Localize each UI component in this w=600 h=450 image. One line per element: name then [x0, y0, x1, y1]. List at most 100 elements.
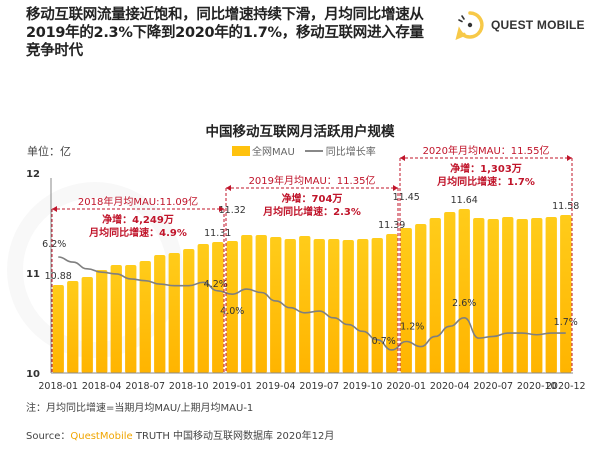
legend-bar-label: 全网MAU — [252, 147, 295, 158]
bar-2018-10 — [183, 249, 195, 373]
period-growth-rate-label: 月均同比增速：2.3% — [262, 205, 361, 218]
x-tick-label: 2020-04 — [430, 381, 470, 392]
x-tick-label: 2020-12 — [546, 381, 586, 392]
bar-value-label: 11.58 — [552, 201, 579, 212]
quest-mobile-logo: QUEST MOBILE — [455, 10, 585, 40]
bar-value-label: 10.88 — [45, 271, 72, 282]
bar-2019-06 — [299, 236, 311, 373]
growth-rate-label: 6.2% — [42, 239, 66, 250]
x-tick-label: 2019-10 — [343, 381, 383, 392]
legend-line-label: 同比增长率 — [325, 147, 376, 158]
x-tick-label: 2020-01 — [386, 381, 426, 392]
bar-2020-12 — [560, 215, 572, 373]
bar-2019-10 — [357, 239, 369, 373]
bar-2019-01 — [226, 241, 238, 373]
x-tick-label: 2020-10 — [517, 381, 557, 392]
bar-2020-05 — [458, 209, 470, 373]
bar-2018-04 — [96, 270, 108, 373]
bar-2020-11 — [545, 217, 557, 373]
period-net-growth-label: 净增：4,249万 — [102, 213, 174, 226]
arrow-left-icon — [52, 206, 57, 212]
growth-rate-label: 1.7% — [554, 317, 578, 328]
bar-2018-03 — [81, 277, 93, 373]
bar-2019-09 — [342, 240, 354, 373]
bar-2020-03 — [429, 218, 441, 373]
bar-2019-07 — [313, 239, 325, 373]
bar-2018-07 — [139, 261, 151, 373]
arrow-left-icon — [226, 185, 231, 191]
bar-2019-12 — [386, 234, 398, 373]
x-tick-label: 2019-04 — [256, 381, 296, 392]
period-average-label: 2020年月均MAU：11.55亿 — [423, 144, 550, 157]
x-tick-label: 2018-04 — [82, 381, 122, 392]
growth-rate-label: 2.6% — [452, 298, 476, 309]
bar-2018-08 — [154, 255, 166, 373]
y-tick-label: 11 — [26, 269, 40, 280]
bar-2018-05 — [110, 265, 122, 373]
bar-2019-04 — [270, 237, 282, 373]
y-tick-label: 10 — [26, 369, 40, 380]
watermark — [7, 182, 183, 358]
growth-rate-label: 1.2% — [400, 322, 424, 333]
bar-2020-09 — [516, 219, 528, 373]
y-tick-label: 12 — [26, 169, 40, 180]
x-tick-label: 2019-07 — [299, 381, 339, 392]
period-net-growth-label: 净增：1,303万 — [450, 162, 522, 175]
bar-2019-03 — [255, 235, 267, 373]
source-line: Source：QuestMobile TRUTH 中国移动互联网数据库 2020… — [26, 427, 334, 442]
arrow-right-icon — [219, 206, 224, 212]
bar-2020-07 — [487, 219, 499, 373]
bar-value-label: 11.31 — [204, 228, 231, 239]
x-tick-label: 2019-01 — [212, 381, 252, 392]
bar-value-label: 11.45 — [393, 192, 420, 203]
bar-2020-08 — [502, 217, 514, 373]
bar-2020-06 — [473, 218, 485, 373]
period-net-growth-label: 净增：704万 — [282, 192, 343, 205]
bar-value-label: 11.39 — [378, 220, 405, 231]
legend: 全网MAU 同比增长率 — [232, 143, 376, 158]
headline: 移动互联网流量接近饱和，同比增速持续下滑，月均同比增速从2019年的2.3%下降… — [26, 7, 424, 59]
x-tick-label: 2018-01 — [38, 381, 78, 392]
bar-2018-12 — [212, 242, 224, 373]
unit-label: 单位：亿 — [27, 145, 71, 158]
bar-value-label: 11.32 — [219, 205, 246, 216]
source-prefix: Source： — [26, 431, 71, 442]
bar-2020-02 — [415, 224, 427, 373]
period-average-label: 2019年月均MAU：11.35亿 — [249, 174, 376, 187]
period-growth-rate-label: 月均同比增速：4.9% — [88, 226, 187, 239]
chart-title: 中国移动互联网月活跃用户规模 — [205, 124, 395, 140]
arrow-left-icon — [400, 155, 405, 161]
bar-2018-09 — [168, 253, 180, 373]
quest-mobile-logo-icon — [455, 11, 484, 40]
bar-value-label: 11.64 — [451, 195, 478, 206]
growth-rate-label: 0.7% — [372, 336, 396, 347]
bar-2018-02 — [67, 281, 79, 373]
x-tick-label: 2020-07 — [473, 381, 513, 392]
source-suffix: TRUTH 中国移动互联网数据库 2020年12月 — [132, 431, 335, 442]
bar-2020-04 — [444, 212, 456, 373]
period-average-label: 2018年月均MAU:11.09亿 — [78, 195, 198, 208]
growth-rate-line — [58, 256, 566, 351]
footnote: 注：月均同比增速=当期月均MAU/上期月均MAU-1 — [26, 403, 254, 414]
bar-2018-11 — [197, 244, 209, 373]
bar-2018-06 — [125, 265, 137, 373]
arrow-right-icon — [393, 185, 398, 191]
growth-rate-label: 4.0% — [220, 306, 244, 317]
logo-text: QUEST MOBILE — [491, 18, 585, 32]
bar-2020-01 — [400, 228, 412, 373]
bar-2019-08 — [328, 239, 340, 373]
source-brand: QuestMobile — [70, 431, 133, 442]
legend-line-swatch — [304, 149, 323, 152]
x-tick-label: 2018-10 — [169, 381, 209, 392]
legend-bar-swatch — [232, 145, 250, 156]
bar-2020-10 — [531, 218, 543, 373]
bar-2019-11 — [371, 238, 383, 373]
bar-2018-01 — [52, 285, 64, 373]
growth-rate-label: 4.2% — [204, 279, 228, 290]
x-tick-label: 2018-07 — [125, 381, 165, 392]
arrow-right-icon — [567, 155, 572, 161]
period-growth-rate-label: 月均同比增速：1.7% — [436, 175, 535, 188]
bar-2019-05 — [284, 239, 296, 373]
bar-2019-02 — [241, 235, 253, 373]
